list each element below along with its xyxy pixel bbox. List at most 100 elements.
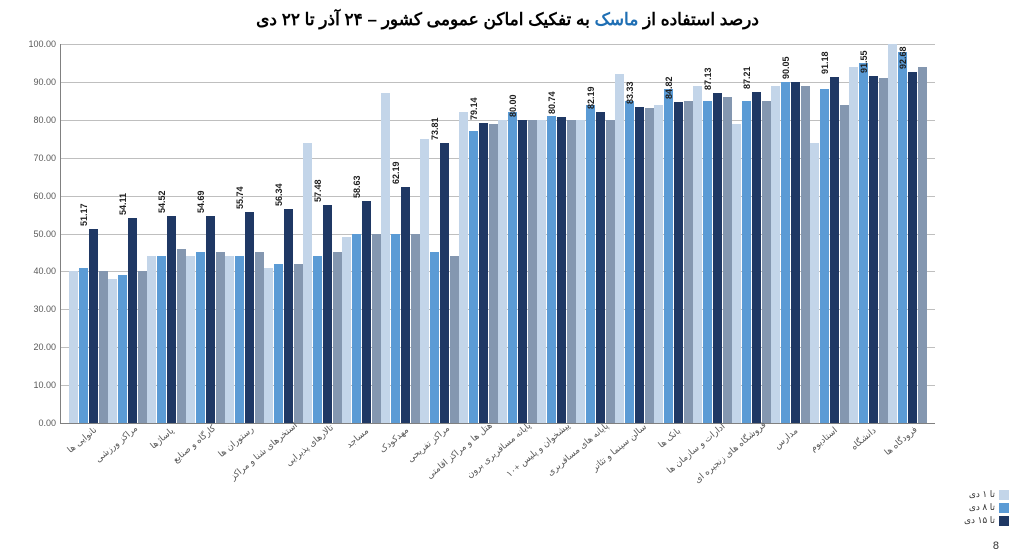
bar — [742, 101, 751, 423]
bar-group: 56.34 — [264, 44, 303, 423]
data-label: 91.18 — [820, 52, 830, 78]
bar: 91.18 — [830, 77, 839, 423]
data-label: 73.81 — [430, 118, 440, 144]
data-label: 51.17 — [79, 204, 89, 230]
bar — [333, 252, 342, 423]
x-tick-label: مهدکودک — [380, 428, 419, 508]
bar-group: 91.55 — [849, 44, 888, 423]
x-axis-labels: نانوایی هامراکز ورزشیپاساژهاکارگاه و صنا… — [60, 424, 935, 509]
bar — [235, 256, 244, 423]
bar — [586, 105, 595, 423]
bar — [508, 112, 517, 423]
x-tick-label: استخرهای شنا و مراکز — [263, 428, 302, 508]
bar: 90.05 — [791, 82, 800, 423]
x-tick-label: سالن سینما و تئاتر — [615, 428, 654, 508]
data-label: 83.33 — [625, 82, 635, 108]
bar — [342, 237, 351, 423]
legend-item: تا ۱۵ دی — [964, 515, 1009, 526]
bar-group: 87.13 — [693, 44, 732, 423]
title-post: به تفکیک اماکن عمومی کشور – ۲۴ آذر تا ۲۲… — [256, 10, 594, 29]
bar: 54.69 — [206, 216, 215, 423]
bar-group: 92.68 — [888, 44, 927, 423]
bar — [537, 120, 546, 423]
bar: 58.63 — [362, 201, 371, 423]
bar: 54.11 — [128, 218, 137, 423]
data-label: 92.68 — [898, 46, 908, 72]
data-label: 91.55 — [859, 51, 869, 77]
title-pre: درصد استفاده از — [638, 10, 759, 29]
y-tick-label: 30.00 — [16, 304, 56, 314]
bar — [723, 97, 732, 423]
bar — [625, 101, 634, 423]
bar — [79, 268, 88, 423]
bar: 91.55 — [869, 76, 878, 423]
bar-group: 82.19 — [576, 44, 615, 423]
x-tick-label: دانشگاه — [849, 428, 888, 508]
bar: 80.00 — [518, 120, 527, 423]
legend-item: تا ۸ دی — [964, 502, 1009, 513]
bar-group: 73.81 — [420, 44, 459, 423]
bar — [654, 105, 663, 423]
bar — [274, 264, 283, 423]
bar — [645, 108, 654, 423]
y-tick-label: 70.00 — [16, 153, 56, 163]
bar — [820, 89, 829, 423]
bar — [684, 101, 693, 423]
y-tick-label: 90.00 — [16, 77, 56, 87]
data-label: 87.21 — [742, 67, 752, 93]
bar — [391, 234, 400, 424]
bar — [547, 116, 556, 423]
bar — [157, 256, 166, 423]
bar: 82.19 — [596, 112, 605, 424]
bar — [732, 124, 741, 423]
legend-item: تا ۱ دی — [964, 489, 1009, 500]
bar-group: 62.19 — [381, 44, 420, 423]
bar — [888, 44, 897, 423]
bar — [138, 271, 147, 423]
y-tick-label: 10.00 — [16, 380, 56, 390]
bar — [69, 271, 78, 423]
bars-area: 51.17 54.11 54.52 54.69 55.74 56.34 57.48 58.63… — [69, 44, 927, 423]
x-tick-label: مراکز ورزشی — [107, 428, 146, 508]
bar-group: 84.82 — [654, 44, 693, 423]
y-tick-label: 0.00 — [16, 418, 56, 428]
bar-group: 87.21 — [732, 44, 771, 423]
x-tick-label: تالارهای پذیرایی — [302, 428, 341, 508]
bar-group: 57.48 — [303, 44, 342, 423]
page-number: 8 — [993, 540, 999, 552]
data-label: 54.52 — [157, 191, 167, 217]
legend: تا ۱ دی تا ۸ دی تا ۱۵ دی — [964, 489, 1009, 528]
bar — [313, 256, 322, 423]
bar — [196, 252, 205, 423]
bar-group: 80.74 — [537, 44, 576, 423]
bar — [840, 105, 849, 423]
title-mask: ماسک — [595, 10, 639, 29]
bar: 54.52 — [167, 216, 176, 423]
bar-group: 80.00 — [498, 44, 537, 423]
bar — [918, 67, 927, 423]
data-label: 84.82 — [664, 76, 674, 102]
bar: 55.74 — [245, 212, 254, 423]
data-label: 90.05 — [781, 56, 791, 82]
bar: 57.48 — [323, 205, 332, 423]
bar: 84.82 — [674, 102, 683, 423]
legend-swatch — [999, 490, 1009, 500]
data-label: 58.63 — [352, 175, 362, 201]
bar — [664, 89, 673, 423]
bar — [849, 67, 858, 423]
bar-group: 54.52 — [147, 44, 186, 423]
bar-group: 79.14 — [459, 44, 498, 423]
bar-group: 83.33 — [615, 44, 654, 423]
bar — [411, 234, 420, 424]
data-label: 80.00 — [508, 94, 518, 120]
bar: 62.19 — [401, 187, 410, 423]
y-tick-label: 50.00 — [16, 229, 56, 239]
bar-group: 54.11 — [108, 44, 147, 423]
bar — [99, 271, 108, 423]
bar — [606, 120, 615, 423]
bar — [459, 112, 468, 423]
bar — [430, 252, 439, 423]
y-tick-label: 40.00 — [16, 266, 56, 276]
bar — [528, 120, 537, 423]
bar — [810, 143, 819, 423]
